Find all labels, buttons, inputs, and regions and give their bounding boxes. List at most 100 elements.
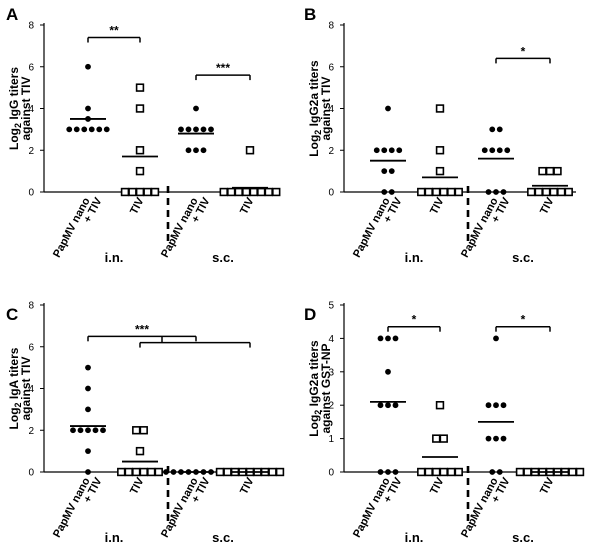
route-label: i.n.	[405, 250, 424, 265]
y-tick-label: 4	[28, 104, 34, 115]
data-point	[500, 402, 507, 409]
data-point	[139, 467, 148, 477]
data-point	[542, 187, 551, 197]
data-point	[208, 126, 214, 133]
y-tick-label: 2	[328, 401, 334, 412]
data-point	[245, 146, 255, 155]
data-point	[132, 467, 141, 477]
y-tick-label: 2	[28, 426, 34, 437]
data-point	[268, 467, 277, 477]
data-point	[385, 368, 391, 375]
data-point	[124, 467, 133, 477]
data-point	[178, 126, 184, 133]
data-point	[485, 435, 492, 442]
data-point	[392, 469, 399, 475]
y-tick-label: 0	[28, 188, 34, 199]
data-point	[439, 434, 448, 443]
data-point	[435, 104, 445, 113]
data-point	[85, 105, 91, 112]
data-point	[275, 467, 285, 477]
data-point	[150, 187, 160, 197]
data-point	[500, 435, 507, 442]
x-category-label: TIV	[538, 475, 557, 496]
data-point	[85, 448, 91, 455]
y-tick-label: 8	[28, 301, 34, 312]
data-point	[85, 406, 91, 413]
data-point	[489, 469, 496, 475]
data-point	[264, 187, 273, 197]
x-category-label: TIV	[428, 475, 447, 496]
y-tick-label: 2	[28, 146, 34, 157]
y-tick-label: 0	[28, 468, 34, 479]
data-point	[200, 126, 207, 133]
data-point	[493, 335, 499, 342]
data-point	[100, 427, 106, 434]
y-tick-label: 2	[328, 146, 334, 157]
data-point	[417, 187, 426, 197]
x-category-label: PapMV nano	[159, 476, 201, 540]
data-point	[534, 187, 543, 197]
y-tick-label: 6	[28, 342, 34, 353]
data-point	[135, 104, 145, 113]
data-point	[435, 146, 445, 155]
data-point	[272, 187, 281, 197]
x-category-label: PapMV nano	[159, 196, 201, 260]
y-tick-label: 8	[28, 21, 34, 32]
data-point	[117, 467, 126, 477]
data-point	[249, 187, 258, 197]
x-category-label: TIV	[238, 475, 257, 496]
data-point	[77, 427, 84, 434]
data-point	[85, 427, 91, 434]
route-label: i.n.	[405, 530, 424, 545]
x-category-label: TIV	[538, 195, 557, 216]
y-tick-label: 8	[328, 21, 334, 32]
data-point	[515, 467, 525, 477]
data-point	[66, 126, 73, 133]
data-point	[154, 467, 163, 477]
data-point	[489, 126, 496, 133]
data-point	[432, 467, 441, 477]
data-point	[388, 189, 395, 195]
data-point	[385, 402, 391, 409]
significance-label: **	[109, 24, 119, 38]
data-point	[242, 187, 251, 197]
data-point	[135, 146, 145, 155]
x-category-label: TIV	[128, 195, 147, 216]
data-point	[388, 147, 395, 154]
x-category-label: PapMV nano	[51, 476, 93, 540]
data-point	[85, 469, 91, 475]
data-point	[135, 166, 145, 176]
data-point	[424, 467, 433, 477]
data-point	[139, 426, 148, 435]
data-point	[234, 187, 243, 197]
x-category-label: TIV	[428, 195, 447, 216]
data-point	[85, 364, 91, 371]
data-point	[454, 467, 463, 477]
data-point	[385, 335, 391, 342]
data-point	[493, 189, 499, 195]
data-point	[439, 467, 448, 477]
route-label: i.n.	[105, 530, 124, 545]
y-tick-label: 5	[328, 301, 334, 312]
route-label: s.c.	[512, 530, 534, 545]
data-point	[385, 105, 391, 112]
y-axis-label-line2: against TIV	[19, 76, 33, 140]
data-point	[545, 166, 555, 176]
data-point	[377, 335, 384, 342]
data-point	[575, 467, 585, 477]
data-point	[493, 435, 499, 442]
significance-label: *	[521, 313, 526, 327]
data-point	[527, 187, 536, 197]
data-point	[377, 402, 384, 409]
data-point	[424, 187, 433, 197]
data-point	[388, 168, 395, 175]
data-point	[85, 63, 91, 70]
data-point	[439, 187, 448, 197]
y-tick-label: 3	[328, 367, 334, 378]
data-point	[392, 402, 399, 409]
data-point	[454, 187, 463, 197]
data-point	[496, 469, 503, 475]
